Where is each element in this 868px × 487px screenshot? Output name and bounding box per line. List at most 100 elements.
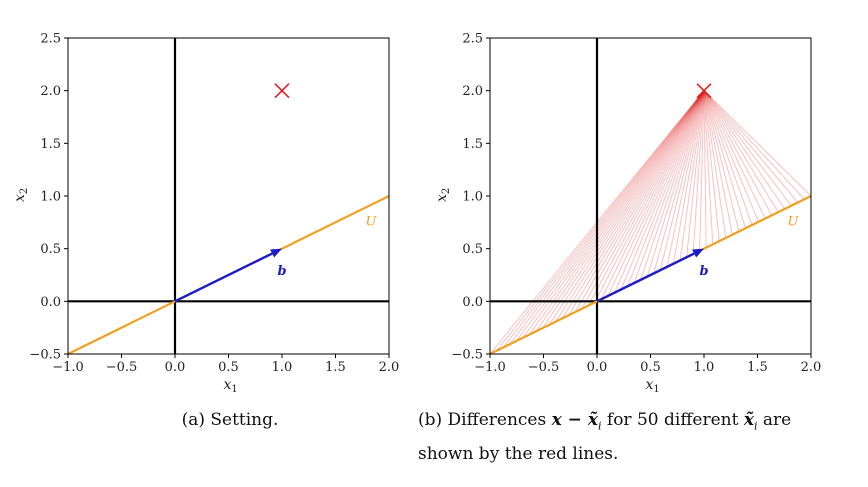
y-tick-label: 2.0 [462,84,483,99]
difference-line [646,90,705,277]
difference-line [703,90,753,226]
vector-b-label: b [699,264,708,279]
x-axis-label: x1 [646,377,660,395]
difference-line [703,90,773,216]
difference-line [614,90,705,293]
difference-line [703,90,746,229]
x-tick-label: 2.0 [379,360,400,375]
difference-line [515,90,705,342]
x-tick-label: 1.5 [325,360,346,375]
difference-line [672,90,705,264]
difference-line [666,90,705,268]
caption-b: (b) Differences x − x̃i for 50 different… [418,406,858,468]
figure-canvas: −1.0 −0.5 0.0 0.5 1.0 1.5 2.0−0.50.00.51.01.52… [12,32,821,396]
y-tick-label: 0.0 [40,295,61,310]
y-tick-label: −0.5 [29,348,61,363]
x-tick-label: −1.0 [474,360,506,375]
difference-line [528,90,705,335]
difference-line [703,90,799,203]
y-axis-label: x2 [12,188,30,202]
x-tick-label: 0.5 [218,360,239,375]
x-tick-label: 1.0 [272,360,293,375]
x-tick-label: 1.5 [747,360,768,375]
x-tick-label: 0.5 [640,360,661,375]
difference-line [659,90,705,271]
difference-line [607,90,705,297]
y-tick-label: 1.0 [40,190,61,205]
plot-frame [67,37,390,355]
difference-line [703,90,733,235]
vector-b-shaft [174,252,273,303]
y-tick-label: 1.5 [40,137,61,152]
difference-line [703,90,727,238]
y-axis-label: x2 [434,188,452,202]
vector-b-arrowhead [692,248,704,258]
difference-line [692,90,705,255]
difference-line [587,90,705,306]
caption-b-math-xtilde: x̃i [743,410,758,433]
difference-line [620,90,705,290]
difference-line [594,90,705,303]
y-tick-label: 1.0 [462,190,483,205]
difference-line [581,90,705,310]
x-tick-label: −1.0 [52,360,84,375]
caption-b-prefix: (b) Differences [418,410,547,430]
difference-line [679,90,705,261]
vector-b-label: b [277,264,286,279]
difference-line [686,90,705,258]
plot-a: −1.0 −0.5 0.0 0.5 1.0 1.5 2.0−0.50.00.51.01.52… [12,32,399,396]
plot-area [68,38,389,354]
subspace-U-label: U [787,214,799,229]
difference-line [703,90,811,197]
caption-b-mid: for 50 different [606,410,739,430]
plot-area [490,38,811,354]
difference-line [703,90,760,222]
difference-line [548,90,705,326]
difference-line [555,90,705,323]
vector-b-shaft [596,252,695,303]
y-tick-label: 2.0 [40,84,61,99]
vector-b-arrowhead [270,248,282,258]
caption-b-line2: shown by the red lines. [418,444,619,465]
difference-line [522,90,705,339]
difference-line [600,90,705,300]
x-tick-label: 1.0 [694,360,715,375]
difference-line [496,90,705,352]
difference-line [502,90,705,348]
plot-b: −1.0 −0.5 0.0 0.5 1.0 1.5 2.0−0.50.00.51.01.52… [434,32,821,396]
x-axis-label: x1 [224,377,238,395]
x-tick-label: 0.0 [587,360,608,375]
difference-line [535,90,705,332]
y-tick-label: 1.5 [462,137,483,152]
difference-line [703,90,805,200]
point-x-cross [274,83,290,99]
y-tick-label: 0.0 [462,295,483,310]
difference-line [703,90,714,245]
point-x-cross [696,83,712,99]
y-tick-label: −0.5 [451,348,483,363]
x-tick-label: 0.0 [165,360,186,375]
difference-line [703,90,792,206]
caption-b-math-diff: x − x̃i [551,410,602,433]
difference-line [640,90,705,280]
difference-line [633,90,705,284]
caption-a-text: (a) Setting. [181,410,279,430]
difference-line [561,90,705,319]
caption-a: (a) Setting. [150,406,310,434]
difference-line [703,90,766,219]
subspace-U-label: U [365,214,377,229]
difference-line [699,90,705,251]
x-tick-label: −0.5 [528,360,560,375]
difference-line [568,90,705,316]
difference-line [541,90,705,329]
x-tick-label: 2.0 [801,360,822,375]
y-tick-label: 0.5 [462,242,483,257]
difference-line [703,90,740,232]
difference-line [627,90,705,287]
difference-line [653,90,705,274]
difference-line [703,90,779,213]
x-tick-label: −0.5 [106,360,138,375]
difference-line [703,90,720,242]
caption-b-suffix: are [762,410,792,430]
y-tick-label: 0.5 [40,242,61,257]
